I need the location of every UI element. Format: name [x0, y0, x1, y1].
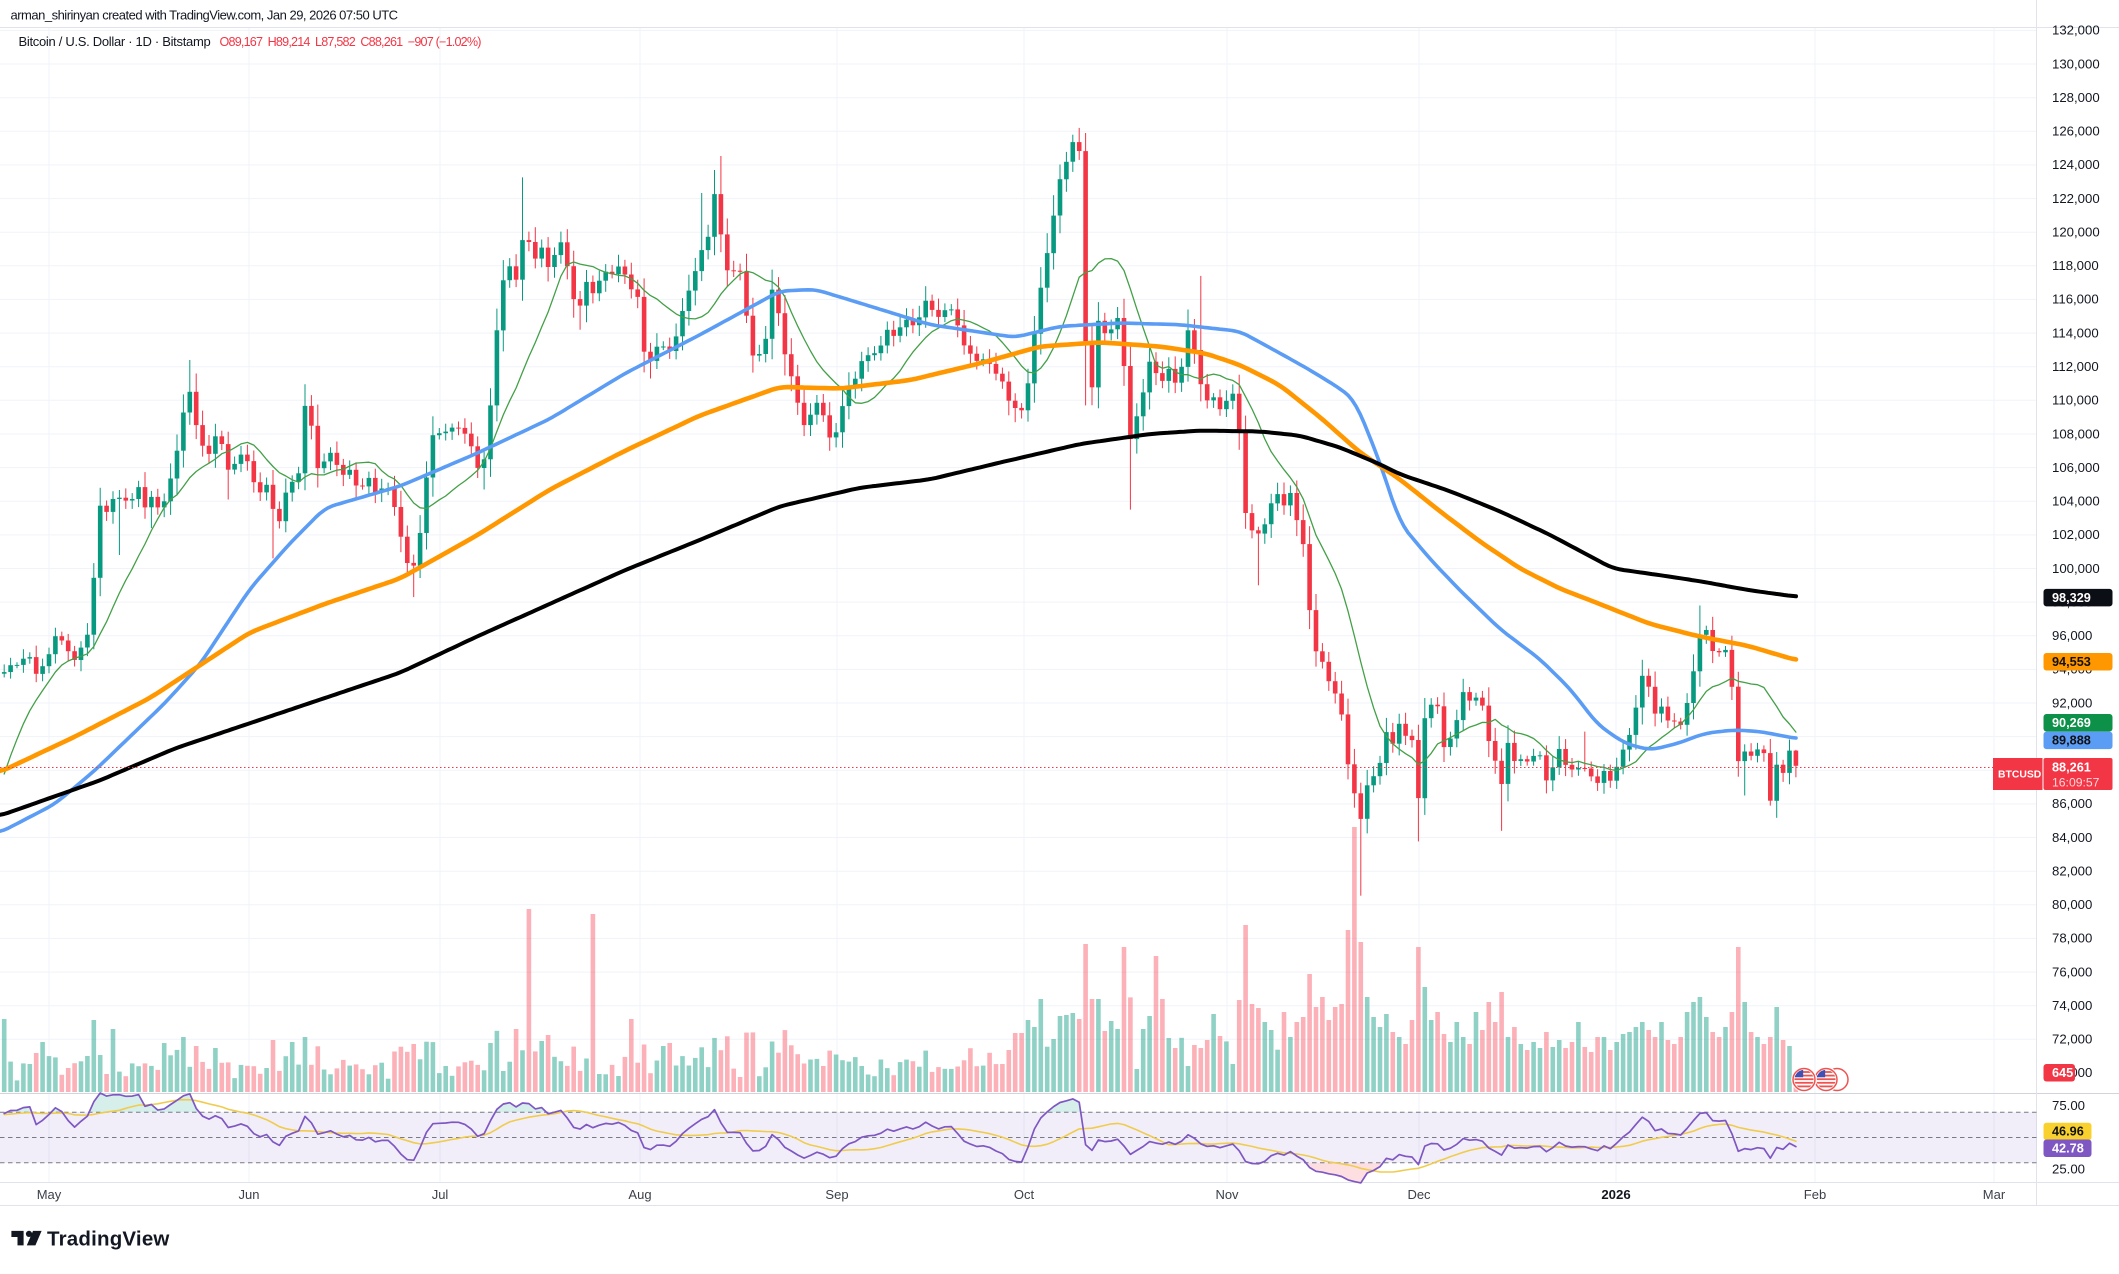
svg-text:O89,167 H89,214 L87,582 C88: O89,167 H89,214 L87,582 C88,261 −907 (−1… [220, 35, 482, 49]
svg-text:Jun: Jun [239, 1187, 260, 1202]
svg-text:98,329: 98,329 [2052, 591, 2091, 605]
svg-text:124,000: 124,000 [2052, 157, 2100, 172]
svg-text:2026: 2026 [1601, 1187, 1630, 1202]
svg-text:Bitcoin / U.S. Dollar · 1D · B: Bitcoin / U.S. Dollar · 1D · Bitstamp [19, 34, 211, 49]
svg-text:128,000: 128,000 [2052, 90, 2100, 105]
svg-text:86,000: 86,000 [2052, 796, 2092, 811]
svg-text:76,000: 76,000 [2052, 964, 2092, 979]
svg-text:96,000: 96,000 [2052, 628, 2092, 643]
svg-text:112,000: 112,000 [2052, 359, 2099, 374]
svg-text:Oct: Oct [1014, 1187, 1035, 1202]
svg-text:94,553: 94,553 [2052, 655, 2091, 669]
svg-text:Mar: Mar [1983, 1187, 2006, 1202]
svg-text:74,000: 74,000 [2052, 998, 2092, 1013]
svg-text:92,000: 92,000 [2052, 695, 2092, 710]
svg-text:100,000: 100,000 [2052, 561, 2100, 576]
svg-text:Nov: Nov [1215, 1187, 1239, 1202]
svg-text:May: May [37, 1187, 62, 1202]
svg-text:Dec: Dec [1407, 1187, 1431, 1202]
svg-text:75.00: 75.00 [2052, 1098, 2085, 1113]
svg-text:25.00: 25.00 [2052, 1161, 2085, 1176]
svg-text:88,261: 88,261 [2052, 761, 2091, 775]
svg-text:42.78: 42.78 [2052, 1142, 2084, 1156]
svg-text:Aug: Aug [628, 1187, 651, 1202]
svg-text:82,000: 82,000 [2052, 864, 2092, 879]
svg-text:46.96: 46.96 [2052, 1125, 2084, 1139]
svg-text:108,000: 108,000 [2052, 426, 2100, 441]
svg-text:104,000: 104,000 [2052, 494, 2100, 509]
svg-text:Sep: Sep [825, 1187, 848, 1202]
svg-text:114,000: 114,000 [2052, 325, 2099, 340]
svg-text:132,000: 132,000 [2052, 23, 2100, 38]
svg-text:16:09:57: 16:09:57 [2052, 776, 2100, 790]
svg-text:120,000: 120,000 [2052, 225, 2100, 240]
svg-text:Feb: Feb [1804, 1187, 1826, 1202]
svg-text:72,000: 72,000 [2052, 1032, 2092, 1047]
svg-text:TradingView: TradingView [47, 1228, 170, 1251]
svg-text:84,000: 84,000 [2052, 830, 2092, 845]
svg-text:645: 645 [2052, 1066, 2073, 1080]
svg-text:Jul: Jul [432, 1187, 449, 1202]
svg-text:110,000: 110,000 [2052, 393, 2099, 408]
svg-text:106,000: 106,000 [2052, 460, 2100, 475]
svg-text:78,000: 78,000 [2052, 931, 2092, 946]
svg-text:122,000: 122,000 [2052, 191, 2100, 206]
svg-text:118,000: 118,000 [2052, 258, 2099, 273]
svg-text:80,000: 80,000 [2052, 897, 2092, 912]
svg-text:89,888: 89,888 [2052, 734, 2091, 748]
svg-text:116,000: 116,000 [2052, 292, 2099, 307]
svg-text:BTCUSD: BTCUSD [1998, 770, 2042, 781]
svg-text:130,000: 130,000 [2052, 56, 2100, 71]
svg-text:arman_shirinyan created with T: arman_shirinyan created with TradingView… [11, 8, 398, 23]
svg-text:126,000: 126,000 [2052, 124, 2100, 139]
svg-text:90,269: 90,269 [2052, 716, 2091, 730]
svg-text:102,000: 102,000 [2052, 527, 2100, 542]
